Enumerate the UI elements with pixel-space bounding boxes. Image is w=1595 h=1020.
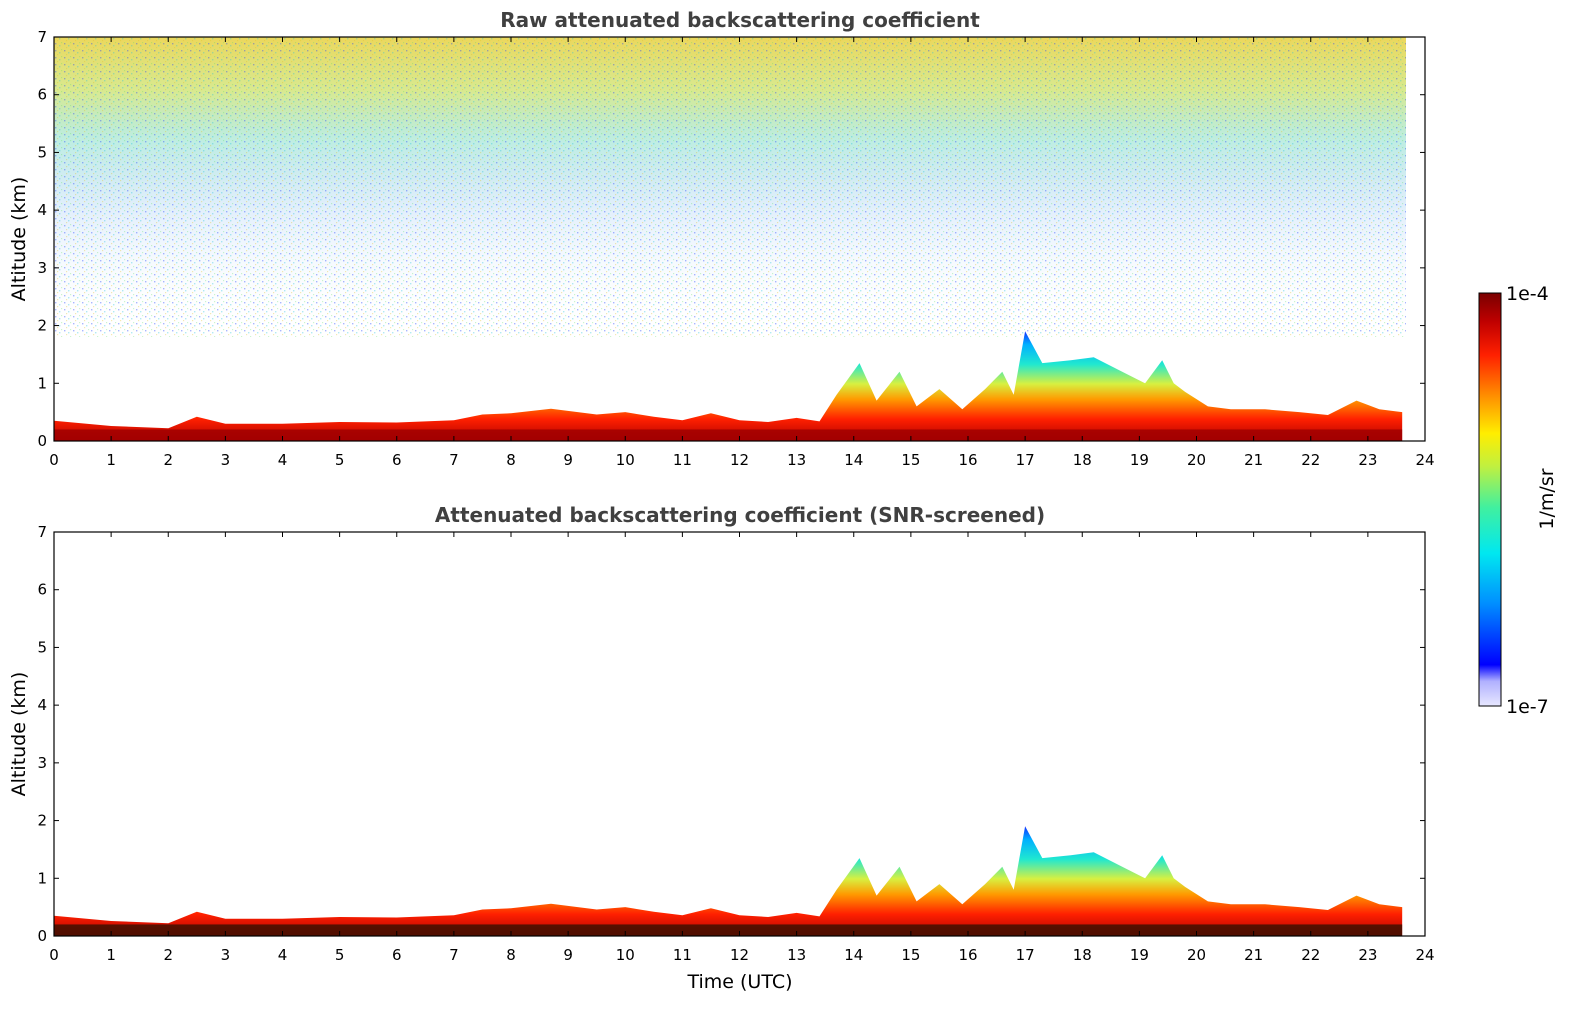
x-tick-label: 5 bbox=[335, 451, 345, 469]
x-tick-label: 7 bbox=[449, 946, 459, 964]
panel-screened-title: Attenuated backscattering coefficient (S… bbox=[435, 503, 1045, 527]
y-tick-label: 7 bbox=[37, 28, 47, 46]
x-tick-label: 13 bbox=[787, 946, 806, 964]
y-ticks-raw: 0 1 2 3 4 5 6 7 bbox=[37, 28, 1425, 450]
x-tick-label: 18 bbox=[1073, 946, 1092, 964]
x-tick-label: 21 bbox=[1244, 946, 1263, 964]
x-tick-label: 8 bbox=[506, 451, 516, 469]
y-tick-label: 0 bbox=[37, 432, 47, 450]
y-tick-label: 3 bbox=[37, 754, 47, 772]
panel-raw: Raw attenuated backscattering coefficien… bbox=[8, 8, 1435, 469]
y-tick-label: 6 bbox=[37, 86, 47, 104]
x-tick-label: 12 bbox=[730, 946, 749, 964]
x-tick-label: 2 bbox=[163, 946, 173, 964]
x-tick-label: 14 bbox=[844, 451, 863, 469]
x-tick-label: 10 bbox=[616, 451, 635, 469]
boundary-layer-screened bbox=[54, 826, 1403, 936]
boundary-layer-area bbox=[54, 826, 1403, 936]
x-tick-label: 11 bbox=[673, 451, 692, 469]
x-tick-label: 23 bbox=[1358, 946, 1377, 964]
colorbar-gradient bbox=[1478, 292, 1502, 707]
boundary-layer-area bbox=[54, 331, 1403, 441]
y-tick-label: 5 bbox=[37, 638, 47, 656]
x-tick-label: 2 bbox=[163, 451, 173, 469]
x-tick-label: 23 bbox=[1358, 451, 1377, 469]
x-tick-label: 17 bbox=[1016, 451, 1035, 469]
x-tick-label: 19 bbox=[1130, 946, 1149, 964]
x-tick-label: 9 bbox=[563, 451, 573, 469]
x-tick-label: 10 bbox=[616, 946, 635, 964]
x-tick-label: 6 bbox=[392, 451, 402, 469]
x-tick-label: 4 bbox=[278, 451, 288, 469]
x-tick-label: 22 bbox=[1301, 451, 1320, 469]
y-tick-label: 2 bbox=[37, 317, 47, 335]
y-axis-label-raw: Altitude (km) bbox=[8, 177, 30, 302]
colorbar-max-label: 1e-4 bbox=[1506, 283, 1549, 305]
x-tick-label: 19 bbox=[1130, 451, 1149, 469]
colorbar: 1e-4 1e-7 1/m/sr bbox=[1478, 283, 1558, 718]
x-tick-label: 20 bbox=[1187, 946, 1206, 964]
x-tick-label: 3 bbox=[221, 451, 231, 469]
x-tick-label: 0 bbox=[49, 451, 59, 469]
y-tick-label: 0 bbox=[37, 927, 47, 945]
y-tick-label: 5 bbox=[37, 143, 47, 161]
x-tick-label: 15 bbox=[901, 451, 920, 469]
x-tick-label: 1 bbox=[106, 451, 116, 469]
x-tick-label: 7 bbox=[449, 451, 459, 469]
x-ticks-screened: 0 1 2 3 4 5 6 7 8 9 10 11 12 13 14 15 16 17 18 19 20 21 22 23 24 bbox=[49, 532, 1435, 964]
x-tick-label: 13 bbox=[787, 451, 806, 469]
x-tick-label: 5 bbox=[335, 946, 345, 964]
x-tick-label: 1 bbox=[106, 946, 116, 964]
x-tick-label: 14 bbox=[844, 946, 863, 964]
x-tick-label: 22 bbox=[1301, 946, 1320, 964]
x-tick-label: 9 bbox=[563, 946, 573, 964]
x-tick-label: 15 bbox=[901, 946, 920, 964]
y-tick-label: 6 bbox=[37, 581, 47, 599]
y-tick-label: 2 bbox=[37, 812, 47, 830]
surface-layer-band bbox=[54, 429, 1403, 441]
y-tick-label: 7 bbox=[37, 523, 47, 541]
y-tick-label: 3 bbox=[37, 259, 47, 277]
y-ticks-screened: 0 1 2 3 4 5 6 7 bbox=[37, 523, 1425, 945]
x-tick-label: 0 bbox=[49, 946, 59, 964]
panel-raw-title: Raw attenuated backscattering coefficien… bbox=[500, 8, 980, 32]
x-tick-label: 6 bbox=[392, 946, 402, 964]
x-ticks-raw: 0 1 2 3 4 5 6 7 8 9 10 11 12 13 14 15 16 17 18 19 20 21 22 23 24 bbox=[49, 37, 1435, 469]
x-tick-label: 11 bbox=[673, 946, 692, 964]
boundary-layer-raw bbox=[54, 331, 1403, 441]
x-tick-label: 8 bbox=[506, 946, 516, 964]
y-axis-label-screened: Altitude (km) bbox=[8, 672, 30, 797]
x-tick-label: 20 bbox=[1187, 451, 1206, 469]
y-tick-label: 1 bbox=[37, 374, 47, 392]
x-tick-label: 17 bbox=[1016, 946, 1035, 964]
x-tick-label: 21 bbox=[1244, 451, 1263, 469]
colorbar-unit-label: 1/m/sr bbox=[1536, 468, 1558, 529]
panel-screened-frame bbox=[53, 531, 1426, 937]
x-tick-label: 16 bbox=[958, 451, 977, 469]
x-tick-label: 24 bbox=[1415, 451, 1434, 469]
x-tick-label: 3 bbox=[221, 946, 231, 964]
x-tick-label: 24 bbox=[1415, 946, 1434, 964]
x-tick-label: 4 bbox=[278, 946, 288, 964]
noise-speckle bbox=[54, 37, 1406, 337]
x-tick-label: 16 bbox=[958, 946, 977, 964]
surface-layer-band bbox=[54, 924, 1403, 936]
y-tick-label: 4 bbox=[37, 201, 47, 219]
y-tick-label: 4 bbox=[37, 696, 47, 714]
colorbar-min-label: 1e-7 bbox=[1506, 696, 1549, 718]
y-tick-label: 1 bbox=[37, 869, 47, 887]
x-tick-label: 12 bbox=[730, 451, 749, 469]
panel-screened: Attenuated backscattering coefficient (S… bbox=[8, 503, 1435, 993]
x-axis-label: Time (UTC) bbox=[686, 971, 792, 993]
x-tick-label: 18 bbox=[1073, 451, 1092, 469]
